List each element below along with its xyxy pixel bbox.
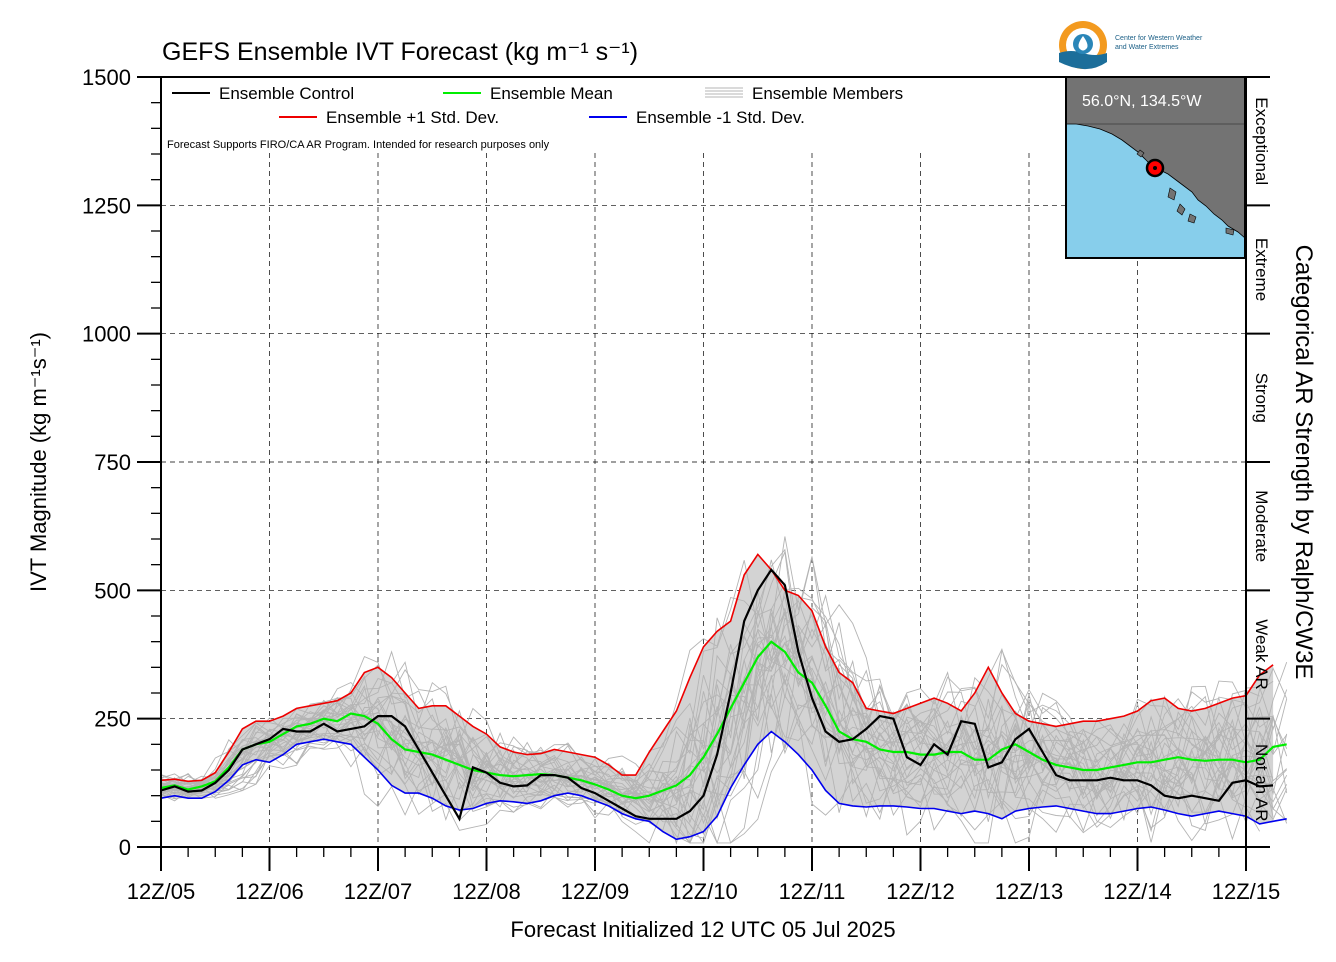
map-location-label: 56.0°N, 134.5°W: [1082, 93, 1202, 110]
x-tick-label: 12Z/13: [995, 879, 1064, 904]
legend-swatch-members: [705, 87, 743, 98]
ensemble-member-line: [160, 628, 1260, 802]
minus-std-line: [160, 730, 1287, 841]
x-tick-label: 12Z/08: [452, 879, 521, 904]
category-label: Strong: [1252, 373, 1271, 423]
y-tick-label: 250: [94, 707, 131, 732]
y-tick-label: 750: [94, 450, 131, 475]
ensemble-member-line: [160, 634, 1274, 845]
ensemble-member-line: [160, 653, 1261, 845]
category-label: Moderate: [1252, 490, 1271, 562]
ensemble-member-line: [160, 650, 1288, 844]
ensemble-member-line: [160, 581, 1260, 798]
map-islands: [1136, 149, 1235, 236]
y-axis-label: IVT Magnitude (kg m⁻¹s⁻¹): [26, 332, 51, 592]
x-tick-label: 12Z/11: [779, 879, 846, 904]
chart-title: GEFS Ensemble IVT Forecast (kg m⁻¹ s⁻¹): [162, 38, 638, 66]
legend-label-plus-std: Ensemble +1 Std. Dev.: [326, 108, 499, 127]
ensemble-member-line: [160, 672, 1288, 844]
ensemble-member-line: [160, 548, 1288, 797]
category-label: Exceptional: [1252, 97, 1271, 185]
y-tick-label: 0: [119, 835, 131, 860]
ensemble-member-line: [160, 675, 1287, 844]
logo-text-line2: and Water Extremes: [1115, 44, 1179, 51]
disclaimer-note: Forecast Supports FIRO/CA AR Program. In…: [167, 139, 550, 151]
ensemble-member-line: [160, 595, 1288, 825]
ensemble-member-line: [160, 693, 1288, 845]
y-tick-label: 500: [94, 578, 131, 603]
y-tick-label: 1500: [82, 65, 131, 90]
plus-std-line: [160, 553, 1274, 783]
member-lines: [160, 536, 1288, 845]
x-axis: 12Z/05 12Z/06 12Z/07 12Z/08 12Z/09 12Z/10 12Z/…: [127, 847, 1281, 904]
legend: Ensemble Control Ensemble Mean Ensemble …: [167, 84, 903, 151]
logo-wave: [1059, 51, 1107, 70]
legend-label-control: Ensemble Control: [219, 84, 354, 103]
x-tick-label: 12Z/07: [344, 879, 413, 904]
map-land: [1065, 76, 1246, 239]
logo-text-line1: Center for Western Weather: [1115, 35, 1203, 42]
x-tick-label: 12Z/15: [1212, 879, 1281, 904]
water-drop-icon: [1078, 36, 1088, 51]
location-map: 56.0°N, 134.5°W: [1065, 76, 1246, 259]
y-axis: 0 250 500 750 1000 1250 1500: [82, 65, 161, 860]
ensemble-member-line: [160, 550, 1274, 794]
control-line: [160, 567, 1274, 822]
cw3e-logo: Center for Western Weather and Water Ext…: [1059, 21, 1203, 70]
x-tick-label: 12Z/14: [1103, 879, 1172, 904]
ensemble-member-line: [160, 590, 1274, 798]
y-tick-label: 1250: [82, 193, 131, 218]
legend-label-minus-std: Ensemble -1 Std. Dev.: [636, 108, 805, 127]
ensemble-member-line: [160, 626, 1288, 799]
x-tick-label: 12Z/06: [235, 879, 304, 904]
ensemble-member-line: [160, 536, 1288, 792]
ensemble-member-line: [160, 559, 1288, 789]
x-axis-label: Forecast Initialized 12 UTC 05 Jul 2025: [510, 917, 895, 942]
x-tick-label: 12Z/09: [561, 879, 630, 904]
y-tick-label: 1000: [82, 322, 131, 347]
map-frame: [1065, 76, 1246, 259]
location-marker-dot: [1153, 166, 1157, 170]
x-tick-label: 12Z/12: [886, 879, 955, 904]
category-label: Extreme: [1252, 238, 1271, 301]
x-tick-label: 12Z/05: [127, 879, 196, 904]
x-tick-label: 12Z/10: [669, 879, 738, 904]
legend-label-mean: Ensemble Mean: [490, 84, 613, 103]
category-label: Not an AR: [1252, 744, 1271, 822]
legend-label-members: Ensemble Members: [752, 84, 903, 103]
category-label: Weak AR: [1252, 619, 1271, 690]
right-axis-label: Categorical AR Strength by Ralph/CW3E: [1290, 245, 1317, 680]
